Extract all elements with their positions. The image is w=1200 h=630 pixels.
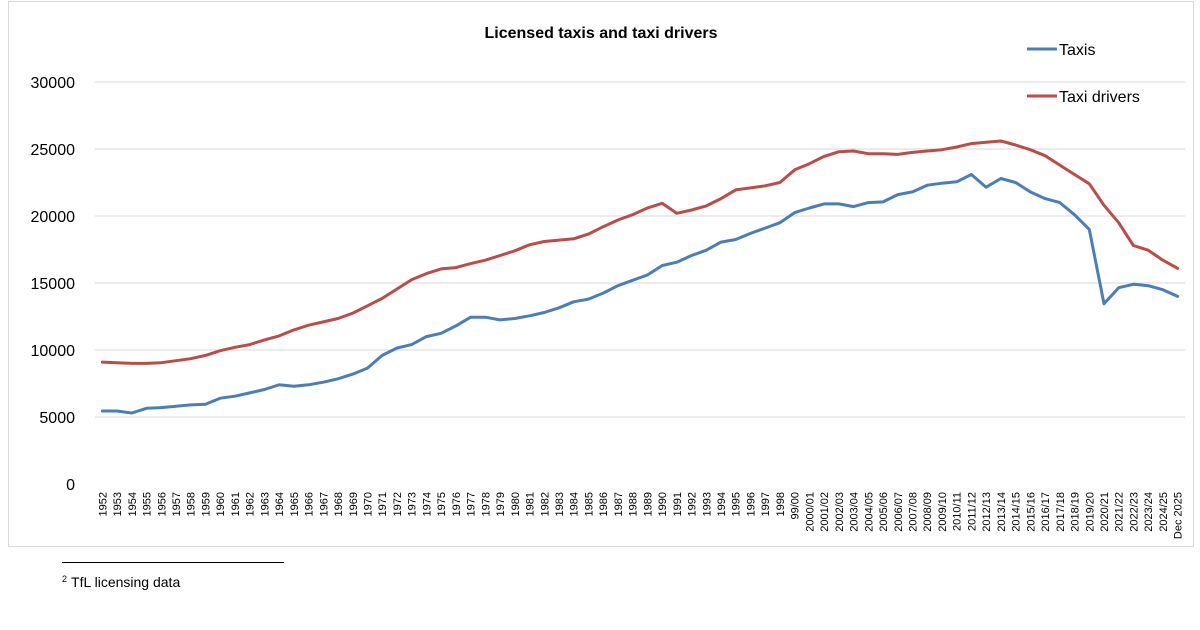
x-tick-label: 1961 — [230, 492, 242, 516]
footnote-text: TfL licensing data — [71, 574, 181, 590]
x-tick-label: 1982 — [539, 492, 551, 516]
y-tick-label: 25000 — [31, 142, 76, 159]
x-tick-label: 1956 — [156, 492, 168, 516]
x-tick-label: 1960 — [215, 492, 227, 516]
x-tick-label: 1992 — [687, 492, 699, 516]
x-tick-label: 1968 — [333, 492, 345, 516]
series-line-taxis — [100, 173, 1180, 415]
legend-label-taxis: Taxis — [1059, 42, 1095, 59]
x-tick-label: 1971 — [377, 492, 389, 516]
x-tick-label: 2000/01 — [804, 492, 816, 532]
x-tick-label: 1991 — [672, 492, 684, 516]
x-tick-label: 2016/17 — [1040, 492, 1052, 532]
x-tick-label: 1959 — [200, 492, 212, 516]
x-tick-label: 2001/02 — [819, 492, 831, 532]
x-tick-label: 1990 — [657, 492, 669, 516]
x-tick-label: 1978 — [480, 492, 492, 516]
x-tick-label: 1958 — [186, 492, 198, 516]
x-tick-label: 2018/19 — [1070, 492, 1082, 532]
x-tick-label: 1952 — [97, 492, 109, 516]
x-tick-label: 2003/04 — [849, 492, 861, 532]
x-tick-label: 2023/24 — [1143, 492, 1155, 532]
y-tick-label: 10000 — [31, 343, 76, 360]
x-tick-label: 2009/10 — [937, 492, 949, 532]
x-tick-label: 1967 — [318, 492, 330, 516]
x-tick-label: 1965 — [289, 492, 301, 516]
x-tick-label: 1966 — [304, 492, 316, 516]
footnote-divider — [62, 562, 284, 563]
x-tick-label: 1981 — [525, 492, 537, 516]
legend-label-taxi-drivers: Taxi drivers — [1059, 89, 1140, 106]
footnote-marker: 2 — [62, 574, 68, 584]
gridlines — [95, 81, 1185, 418]
y-tick-label: 5000 — [39, 410, 75, 427]
series-line-taxi-drivers — [100, 139, 1180, 365]
x-tick-label: 2002/03 — [834, 492, 846, 532]
x-tick-label: 1974 — [421, 492, 433, 516]
x-tick-label: 1963 — [259, 492, 271, 516]
x-tick-label: 2024/25 — [1158, 492, 1170, 532]
x-tick-label: 1998 — [775, 492, 787, 516]
x-tick-label: 1975 — [436, 492, 448, 516]
x-axis: 1952 1953 1954 1955 1956 1957 1958 1959 1960 1961… — [97, 492, 1184, 539]
x-tick-label: 1972 — [392, 492, 404, 516]
y-tick-label: 20000 — [31, 209, 76, 226]
x-tick-label: 1973 — [407, 492, 419, 516]
line-chart: Licensed taxis and taxi drivers 0 5000 100… — [31, 25, 1185, 539]
x-tick-label: 1995 — [731, 492, 743, 516]
x-tick-label: 1983 — [554, 492, 566, 516]
x-tick-label: 1980 — [510, 492, 522, 516]
x-tick-label: 2015/16 — [1025, 492, 1037, 532]
x-tick-label: 1970 — [363, 492, 375, 516]
y-tick-label: 30000 — [31, 75, 76, 92]
y-tick-label: 0 — [66, 477, 75, 494]
x-tick-label: 1953 — [112, 492, 124, 516]
x-tick-label: 1987 — [613, 492, 625, 516]
x-tick-label: 99/00 — [790, 492, 802, 520]
x-tick-label: 1976 — [451, 492, 463, 516]
chart-frame: Licensed taxis and taxi drivers 0 5000 100… — [8, 1, 1194, 547]
x-tick-label: 2008/09 — [922, 492, 934, 532]
chart-title: Licensed taxis and taxi drivers — [485, 25, 718, 42]
x-tick-label: 2014/15 — [1011, 492, 1023, 532]
x-tick-label: 2021/22 — [1114, 492, 1126, 532]
y-axis: 0 5000 10000 15000 20000 25000 30000 — [31, 75, 76, 494]
x-tick-label: 1955 — [142, 492, 154, 516]
x-tick-label: 2013/14 — [996, 492, 1008, 532]
x-tick-label: 1993 — [701, 492, 713, 516]
x-tick-label: 1969 — [348, 492, 360, 516]
x-tick-label: 1996 — [745, 492, 757, 516]
x-tick-label: 2012/13 — [981, 492, 993, 532]
x-tick-label: 2007/08 — [908, 492, 920, 532]
y-tick-label: 15000 — [31, 276, 76, 293]
x-tick-label: 1962 — [245, 492, 257, 516]
x-tick-label: 2005/06 — [878, 492, 890, 532]
x-tick-label: 1988 — [628, 492, 640, 516]
x-tick-label: 1957 — [171, 492, 183, 516]
x-tick-label: 1989 — [642, 492, 654, 516]
x-tick-label: 2006/07 — [893, 492, 905, 532]
x-tick-label: 2022/23 — [1128, 492, 1140, 532]
x-tick-label: 1964 — [274, 492, 286, 516]
x-tick-label: 2017/18 — [1055, 492, 1067, 532]
x-tick-label: 2020/21 — [1099, 492, 1111, 532]
legend: Taxis Taxi drivers — [1027, 42, 1140, 106]
x-tick-label: 1986 — [598, 492, 610, 516]
x-tick-label: 1985 — [583, 492, 595, 516]
x-tick-label: 1984 — [569, 492, 581, 516]
series-lines — [100, 139, 1180, 415]
x-tick-label: 2019/20 — [1084, 492, 1096, 532]
x-tick-label: 2010/11 — [952, 492, 964, 531]
x-tick-label: Dec 2025 — [1173, 492, 1185, 539]
x-tick-label: 1997 — [760, 492, 772, 516]
x-tick-label: 1994 — [716, 492, 728, 516]
x-tick-label: 2011/12 — [966, 492, 978, 531]
x-tick-label: 1979 — [495, 492, 507, 516]
footnote: 2 TfL licensing data — [62, 574, 180, 590]
x-tick-label: 1954 — [127, 492, 139, 516]
x-tick-label: 2004/05 — [863, 492, 875, 532]
x-tick-label: 1977 — [466, 492, 478, 516]
